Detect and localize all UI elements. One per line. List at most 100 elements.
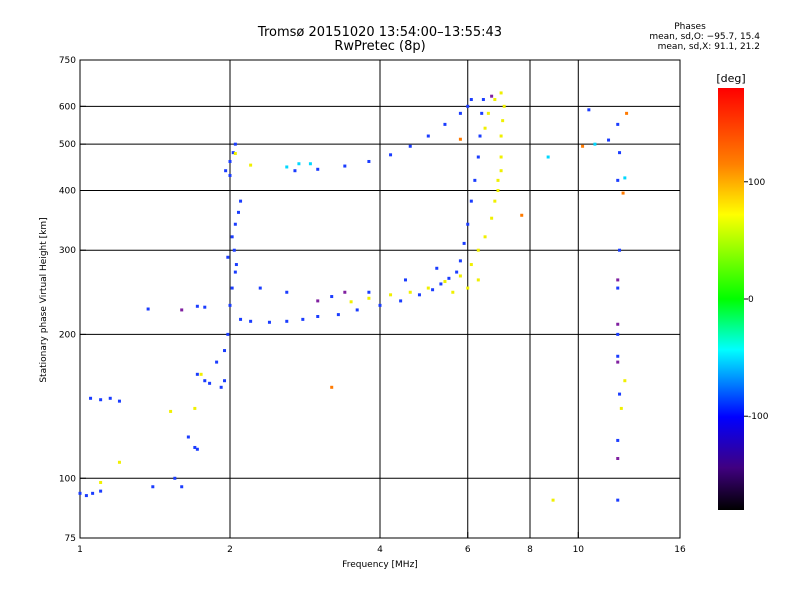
phase-stats-o: mean, sd,O: −95.7, 15.4 bbox=[649, 32, 760, 42]
y-tick-label: 400 bbox=[59, 186, 76, 196]
data-point bbox=[458, 259, 462, 263]
y-tick-label: 75 bbox=[65, 534, 76, 544]
data-point bbox=[117, 460, 121, 464]
x-tick-label: 4 bbox=[377, 545, 383, 555]
data-point bbox=[623, 379, 627, 383]
data-point bbox=[180, 485, 184, 489]
data-point bbox=[426, 286, 430, 290]
data-point bbox=[233, 222, 237, 226]
data-point bbox=[258, 286, 262, 290]
data-point bbox=[297, 162, 301, 166]
data-point bbox=[224, 169, 228, 173]
data-point bbox=[581, 144, 585, 148]
data-point bbox=[226, 332, 230, 336]
axes: 1 2 4 6 8 10 16 75 100 200 300 400 500 600 750 bbox=[59, 56, 686, 555]
data-point bbox=[180, 308, 184, 312]
data-point bbox=[616, 360, 620, 364]
y-tick-label: 100 bbox=[59, 474, 76, 484]
data-point bbox=[169, 409, 173, 413]
data-point bbox=[469, 98, 473, 102]
data-point bbox=[78, 491, 82, 495]
data-point bbox=[619, 406, 623, 410]
data-point bbox=[228, 303, 232, 307]
data-point bbox=[330, 385, 334, 389]
data-point bbox=[618, 151, 622, 155]
data-point bbox=[239, 317, 243, 321]
data-point bbox=[233, 270, 237, 274]
data-point bbox=[486, 111, 490, 115]
data-point bbox=[228, 173, 232, 177]
data-point bbox=[458, 274, 462, 278]
colorbar-ticks: 100 0 -100 bbox=[744, 178, 769, 422]
data-point bbox=[389, 153, 393, 157]
phase-stats: Phases mean, sd,O: −95.7, 15.4 mean, sd,… bbox=[560, 22, 760, 52]
data-point bbox=[616, 332, 620, 336]
x-axis-label: Frequency [MHz] bbox=[342, 560, 418, 570]
data-point bbox=[267, 320, 271, 324]
data-point bbox=[426, 134, 430, 138]
x-tick-label: 8 bbox=[527, 545, 533, 555]
data-point bbox=[493, 199, 497, 203]
data-point bbox=[490, 216, 494, 220]
data-point bbox=[330, 295, 334, 299]
data-point bbox=[234, 263, 238, 267]
chart-subtitle: RwPretec (8p) bbox=[334, 39, 426, 54]
data-point bbox=[443, 280, 447, 284]
data-point bbox=[462, 241, 466, 245]
data-point bbox=[546, 155, 550, 159]
data-point bbox=[285, 290, 289, 294]
data-point bbox=[316, 167, 320, 171]
data-point bbox=[443, 122, 447, 126]
data-point bbox=[89, 396, 93, 400]
data-point bbox=[478, 134, 482, 138]
data-point bbox=[616, 354, 620, 358]
data-point bbox=[616, 178, 620, 182]
data-point bbox=[502, 104, 506, 108]
data-point bbox=[616, 438, 620, 442]
data-point bbox=[308, 162, 312, 166]
data-point bbox=[618, 392, 622, 396]
data-point bbox=[203, 379, 207, 383]
data-point bbox=[469, 199, 473, 203]
data-point bbox=[249, 319, 253, 323]
colorbar-unit: [deg] bbox=[716, 72, 745, 85]
data-point bbox=[226, 255, 230, 259]
data-point bbox=[285, 165, 289, 169]
data-point bbox=[343, 164, 347, 168]
data-point bbox=[239, 199, 243, 203]
data-point bbox=[99, 480, 103, 484]
data-point bbox=[316, 299, 320, 303]
data-point bbox=[496, 178, 500, 182]
data-point bbox=[496, 188, 500, 192]
phase-stats-header: Phases bbox=[674, 22, 706, 32]
chart-title: Tromsø 20151020 13:54:00–13:55:43 bbox=[257, 25, 503, 40]
data-points bbox=[78, 91, 629, 502]
colorbar-tick-label: 100 bbox=[748, 178, 765, 188]
data-point bbox=[618, 248, 622, 252]
data-point bbox=[336, 313, 340, 317]
colorbar-tick-label: 0 bbox=[748, 295, 754, 305]
data-point bbox=[499, 155, 503, 159]
data-point bbox=[466, 286, 470, 290]
data-point bbox=[593, 142, 597, 146]
data-point bbox=[193, 406, 197, 410]
data-point bbox=[616, 278, 620, 282]
data-point bbox=[223, 349, 227, 353]
data-point bbox=[231, 151, 235, 155]
data-point bbox=[228, 159, 232, 163]
data-point bbox=[499, 91, 503, 95]
data-point bbox=[230, 286, 234, 290]
data-point bbox=[223, 379, 227, 383]
data-point bbox=[367, 159, 371, 163]
data-point bbox=[173, 476, 177, 480]
data-point bbox=[473, 178, 477, 182]
data-point bbox=[219, 385, 223, 389]
data-point bbox=[117, 399, 121, 403]
data-point bbox=[193, 445, 197, 449]
y-tick-label: 200 bbox=[59, 330, 76, 340]
data-point bbox=[389, 293, 393, 297]
data-point bbox=[355, 308, 359, 312]
data-point bbox=[469, 263, 473, 267]
data-point bbox=[195, 447, 199, 451]
data-point bbox=[587, 108, 591, 112]
